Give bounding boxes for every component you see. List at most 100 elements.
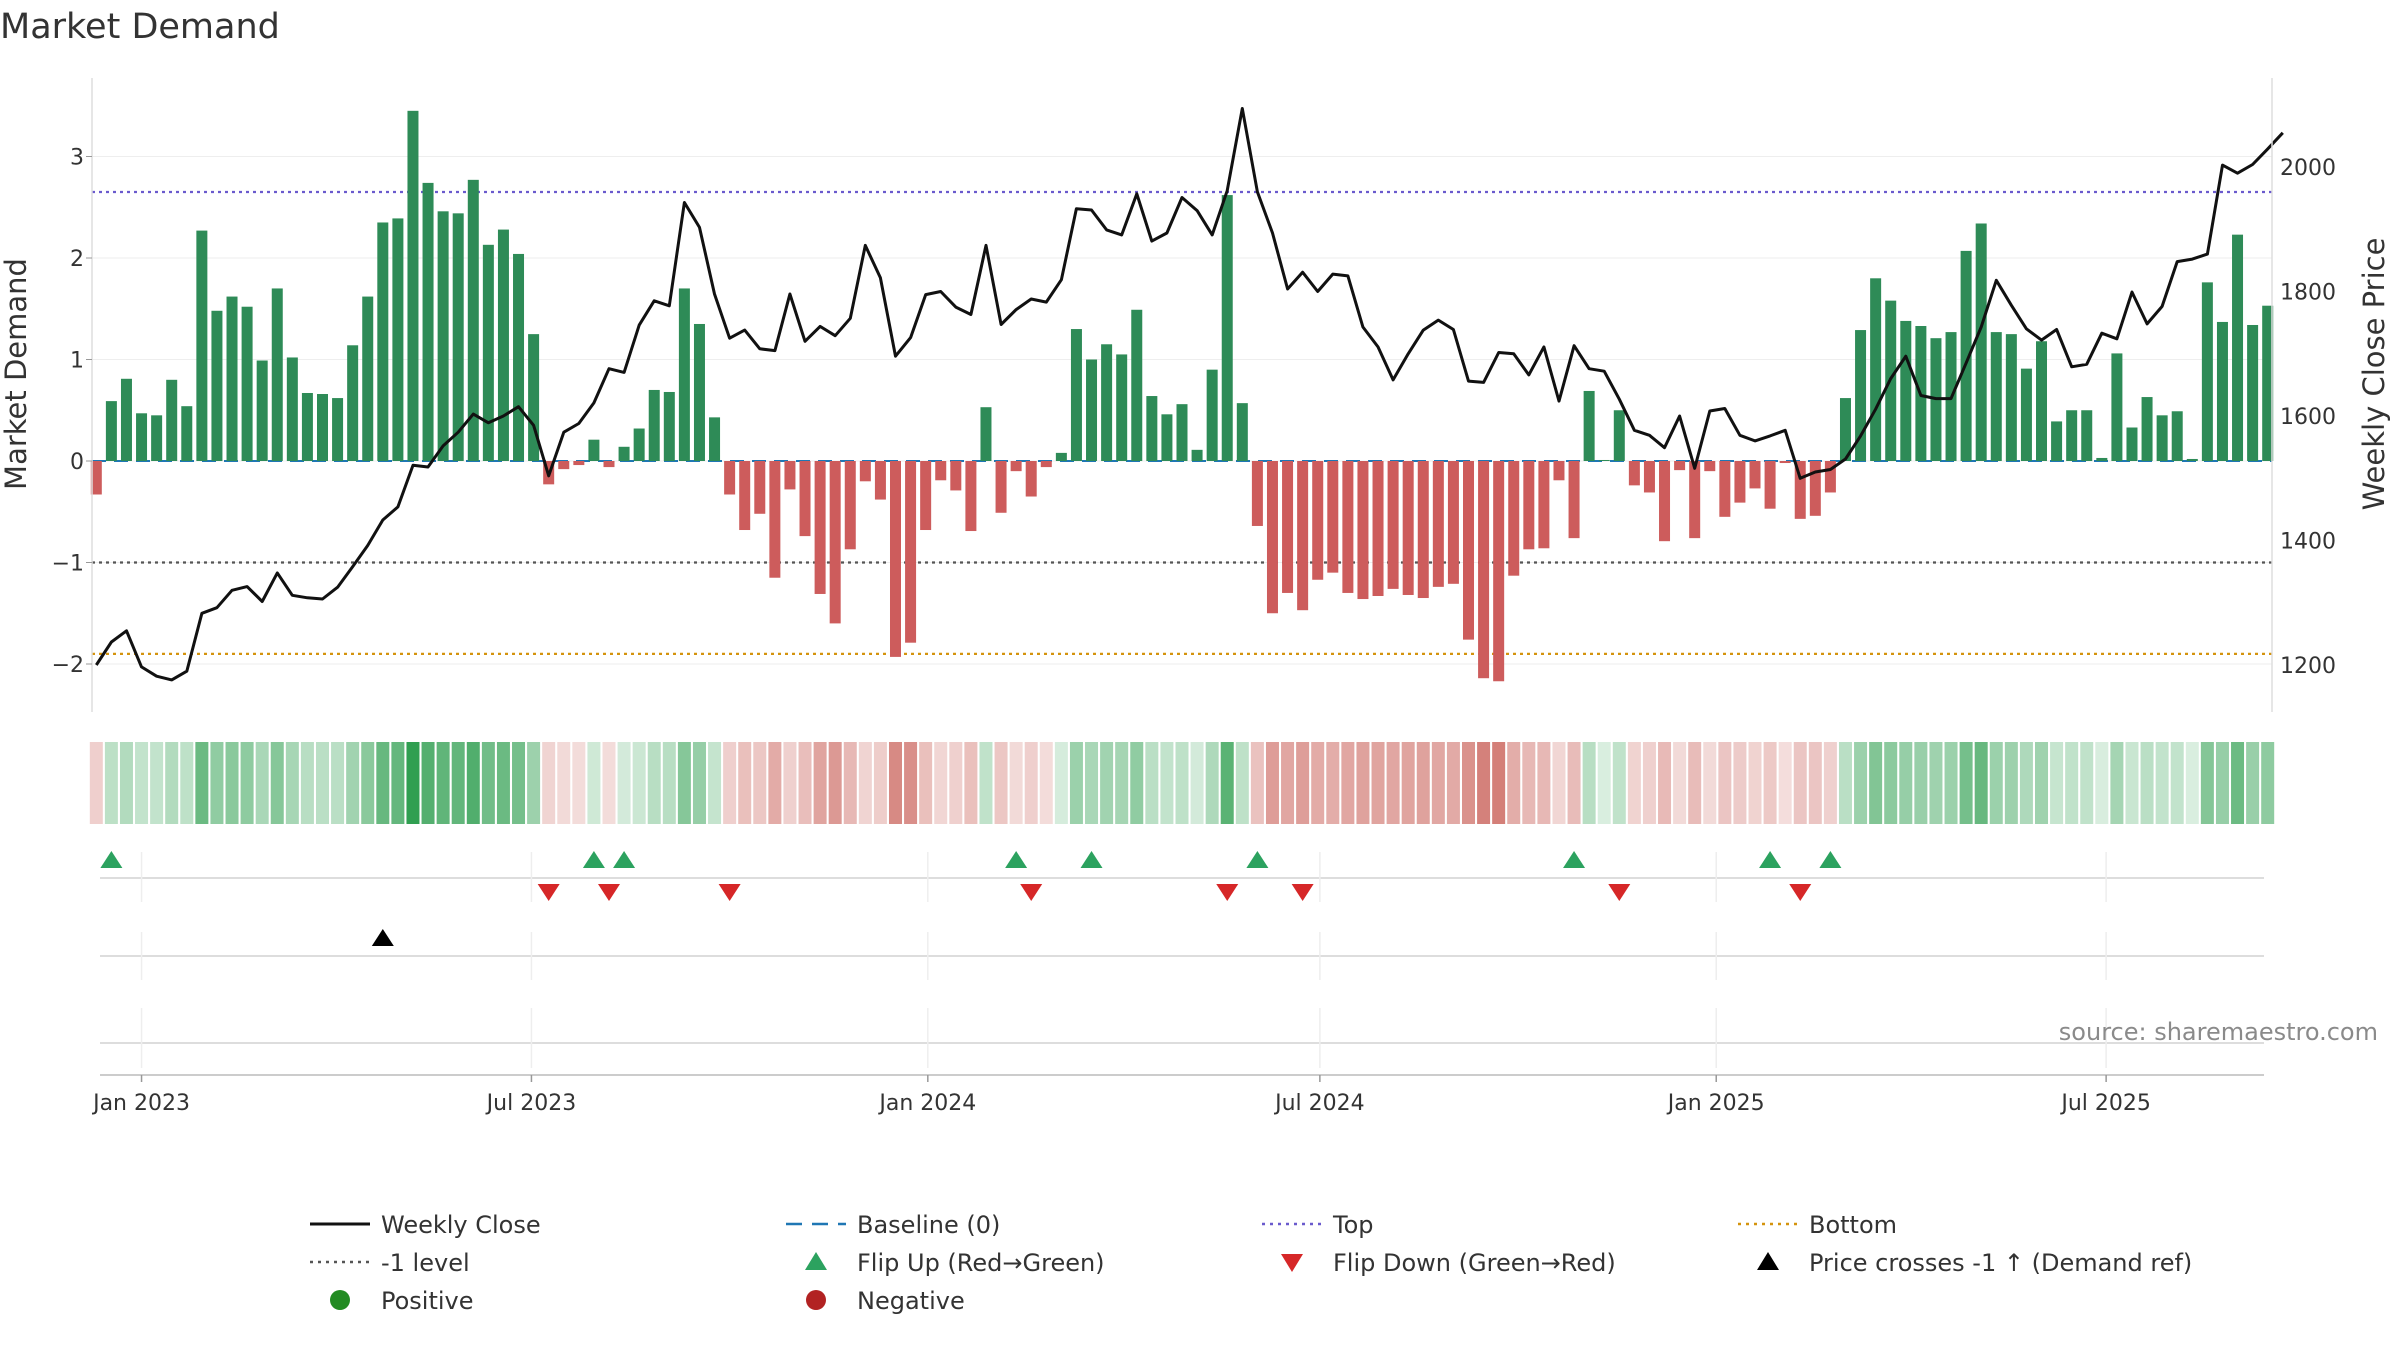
demand-bar — [739, 461, 751, 531]
demand-bar — [1251, 461, 1263, 526]
heat-cell — [150, 742, 164, 824]
demand-bar — [181, 406, 193, 461]
heat-cell — [2019, 742, 2033, 824]
demand-bar — [136, 413, 148, 461]
heat-cell — [1341, 742, 1355, 824]
heat-cell — [2050, 742, 2064, 824]
heat-cell — [1703, 742, 1717, 824]
heat-cell — [1537, 742, 1551, 824]
heat-cell — [1597, 742, 1611, 824]
heat-cell — [210, 742, 224, 824]
demand-bar — [1086, 359, 1098, 461]
heat-cell — [135, 742, 149, 824]
heat-cell — [723, 742, 737, 824]
flip-up-marker — [1005, 851, 1028, 868]
demand-bar — [648, 389, 660, 461]
demand-bar — [377, 222, 389, 461]
chart-title: Market Demand — [0, 7, 280, 47]
heat-cell — [1492, 742, 1506, 824]
demand-bar — [1704, 461, 1716, 472]
legend-item: Top — [1262, 1211, 1374, 1239]
legend-item: Weekly Close — [310, 1211, 541, 1239]
demand-bar — [347, 345, 359, 461]
demand-bar — [1327, 461, 1339, 573]
demand-bar — [2216, 321, 2228, 461]
heat-cell — [1462, 742, 1476, 824]
heat-cell — [1356, 742, 1370, 824]
demand-bar — [2232, 234, 2244, 461]
demand-bar — [1432, 461, 1444, 587]
demand-bar — [1417, 461, 1429, 599]
demand-bar — [1764, 461, 1776, 509]
heat-cell — [1884, 742, 1898, 824]
flip-up-marker — [1246, 851, 1269, 868]
demand-bar — [1010, 461, 1022, 472]
demand-bar — [362, 296, 374, 461]
demand-bar — [2141, 397, 2153, 461]
demand-bar — [980, 407, 992, 461]
demand-bar — [1478, 461, 1490, 679]
legend-label: Baseline (0) — [857, 1211, 1000, 1239]
demand-bar — [1553, 461, 1565, 481]
heat-cell — [1899, 742, 1913, 824]
demand-bar — [271, 288, 283, 461]
heat-cell — [481, 742, 495, 824]
heat-cell — [1688, 742, 1702, 824]
price-cross-marker — [371, 929, 394, 946]
demand-bar — [513, 253, 525, 461]
demand-bar — [1357, 461, 1369, 600]
y2-tick-label: 1800 — [2280, 281, 2336, 306]
legend-item: Negative — [806, 1287, 965, 1315]
heat-cell — [1869, 742, 1883, 824]
demand-bar — [1131, 309, 1143, 461]
demand-bar — [1523, 461, 1535, 550]
demand-bar — [2005, 334, 2017, 461]
demand-bar — [1508, 461, 1520, 576]
demand-bar — [1312, 461, 1324, 580]
y2-axis-label: Weekly Close Price — [2357, 238, 2391, 511]
heat-cell — [1115, 742, 1129, 824]
demand-bar — [196, 230, 208, 461]
x-tick-label: Jul 2025 — [2059, 1091, 2151, 1116]
heat-cell — [1190, 742, 1204, 824]
heat-cell — [1507, 742, 1521, 824]
legend-label: Price crosses -1 ↑ (Demand ref) — [1809, 1249, 2192, 1277]
demand-bar — [1613, 410, 1625, 461]
heat-cell — [1100, 742, 1114, 824]
demand-bar — [2066, 410, 2078, 461]
demand-bar — [829, 461, 841, 624]
heat-cell — [692, 742, 706, 824]
legend-swatch — [330, 1290, 350, 1310]
demand-bar — [437, 211, 449, 461]
y-tick-label: 2 — [70, 247, 84, 272]
heat-cell — [2004, 742, 2018, 824]
legend-swatch — [805, 1252, 827, 1270]
heat-cell — [331, 742, 345, 824]
heat-cell — [1416, 742, 1430, 824]
heat-cell — [2170, 742, 2184, 824]
demand-bar — [2247, 324, 2259, 461]
heat-cell — [542, 742, 556, 824]
heat-cell — [1567, 742, 1581, 824]
legend-label: Flip Down (Green→Red) — [1333, 1249, 1616, 1277]
demand-bar — [1674, 461, 1686, 471]
demand-bar — [1734, 461, 1746, 503]
legend-label: Positive — [381, 1287, 474, 1315]
demand-bar — [1643, 461, 1655, 493]
demand-bar — [316, 394, 328, 461]
demand-bar — [452, 213, 464, 461]
heat-cell — [1582, 742, 1596, 824]
heat-cell — [466, 742, 480, 824]
heat-cell — [1959, 742, 1973, 824]
demand-bar — [573, 461, 585, 466]
demand-bar — [814, 461, 826, 594]
demand-bar — [769, 461, 781, 578]
heat-cell — [572, 742, 586, 824]
demand-bar — [1900, 320, 1912, 461]
heat-cell — [677, 742, 691, 824]
heat-cell — [1145, 742, 1159, 824]
demand-bar — [467, 179, 479, 461]
legend-label: -1 level — [381, 1249, 470, 1277]
heat-cell — [1311, 742, 1325, 824]
demand-bar — [120, 378, 132, 461]
